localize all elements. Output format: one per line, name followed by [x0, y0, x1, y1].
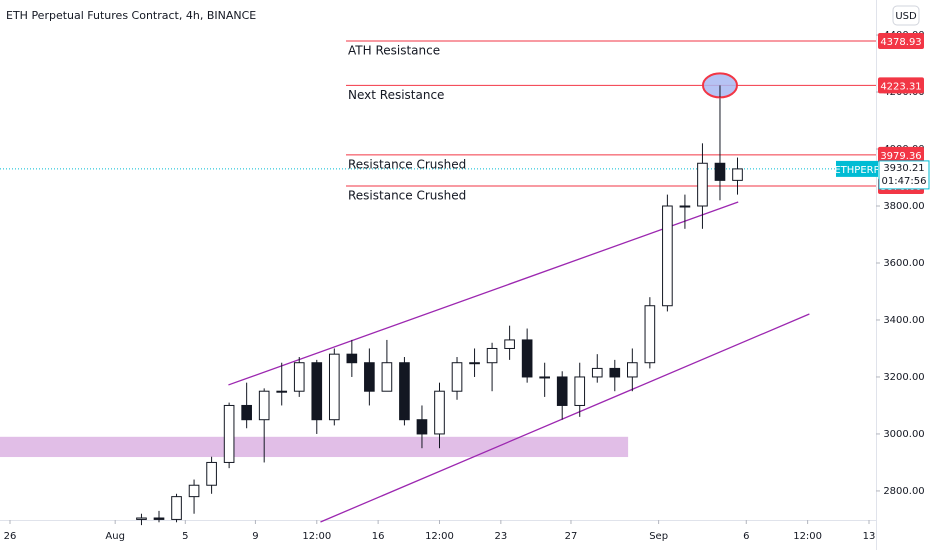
- candle-body: [206, 461, 217, 486]
- level-price-box: [878, 146, 924, 163]
- currency-label: USD: [895, 11, 917, 22]
- x-tick-label: 13: [863, 531, 876, 542]
- candle-body: [416, 419, 428, 435]
- level-price-label: 4378.93: [880, 37, 921, 48]
- x-tick-label: 12:00: [302, 531, 331, 542]
- x-tick-label: 16: [372, 531, 385, 542]
- level-text: ATH Resistance: [348, 44, 440, 58]
- candle-body: [591, 367, 603, 378]
- level-price-label: 4223.31: [880, 81, 921, 92]
- candle-body: [451, 362, 463, 392]
- level-text: Resistance Crushed: [348, 189, 466, 203]
- candle-body: [469, 362, 480, 365]
- candle-body: [627, 362, 638, 378]
- candle-body: [153, 517, 165, 520]
- x-tick-label: 23: [494, 531, 507, 542]
- x-tick-label: 12:00: [793, 531, 822, 542]
- y-tick-label: 3400.00: [883, 315, 924, 326]
- y-tick-label: 3800.00: [883, 201, 924, 212]
- candle-body: [171, 496, 182, 520]
- y-tick-label: 3000.00: [883, 429, 924, 440]
- level-price-box: [878, 33, 924, 50]
- candle-body: [223, 404, 235, 463]
- candle-body: [399, 362, 410, 421]
- candle-body: [241, 404, 252, 421]
- last-price-box: [878, 160, 930, 190]
- level-price-box: [878, 77, 924, 94]
- candle-body: [293, 362, 305, 392]
- level-text: Resistance Crushed: [348, 157, 466, 171]
- y-tick-label: 3600.00: [883, 258, 924, 269]
- y-tick-label: 3200.00: [883, 372, 924, 383]
- x-tick-label: 27: [565, 531, 578, 542]
- candle-body: [662, 205, 673, 307]
- x-tick-label: 12:00: [425, 531, 454, 542]
- candle-body: [434, 390, 445, 435]
- candle-body: [136, 517, 147, 520]
- trendline: [320, 313, 810, 523]
- candle-body: [521, 339, 533, 378]
- candle-body: [609, 367, 621, 378]
- support-zone: [0, 436, 629, 458]
- candle-body: [328, 353, 340, 421]
- candle-body: [311, 362, 323, 421]
- candle-body: [697, 162, 708, 207]
- candle-body: [556, 376, 568, 406]
- candle-body: [539, 376, 550, 379]
- x-tick-label: Aug: [105, 531, 125, 542]
- countdown-label: 01:47:56: [882, 176, 927, 187]
- candle-body: [486, 347, 498, 364]
- candle-body: [188, 484, 200, 498]
- x-tick-label: 9: [252, 531, 258, 542]
- x-tick-label: Sep: [649, 531, 668, 542]
- candle-body: [732, 168, 743, 181]
- symbol-box: [836, 160, 878, 177]
- chart-title: ETH Perpetual Futures Contract, 4h, BINA…: [6, 9, 256, 22]
- candle-body: [381, 362, 393, 392]
- candle-body: [504, 339, 515, 349]
- x-tick-label: 26: [4, 531, 17, 542]
- candle-body: [679, 205, 691, 208]
- candle-body: [346, 353, 358, 364]
- symbol-label: ETHPERP: [834, 165, 879, 176]
- candle-body: [276, 390, 288, 393]
- y-tick-label: 2800.00: [883, 486, 924, 497]
- trendline: [228, 201, 739, 386]
- candle-body: [714, 162, 726, 181]
- candle-body: [364, 362, 375, 392]
- currency-button[interactable]: [892, 5, 920, 26]
- last-price-label: 3930.21: [883, 163, 924, 174]
- candle-body: [644, 305, 656, 364]
- x-tick-label: 6: [743, 531, 749, 542]
- candle-body: [258, 390, 270, 421]
- level-price-label: 3979.36: [880, 151, 921, 162]
- candle-body: [574, 376, 586, 406]
- x-tick-label: 5: [182, 531, 188, 542]
- level-text: Next Resistance: [348, 88, 444, 102]
